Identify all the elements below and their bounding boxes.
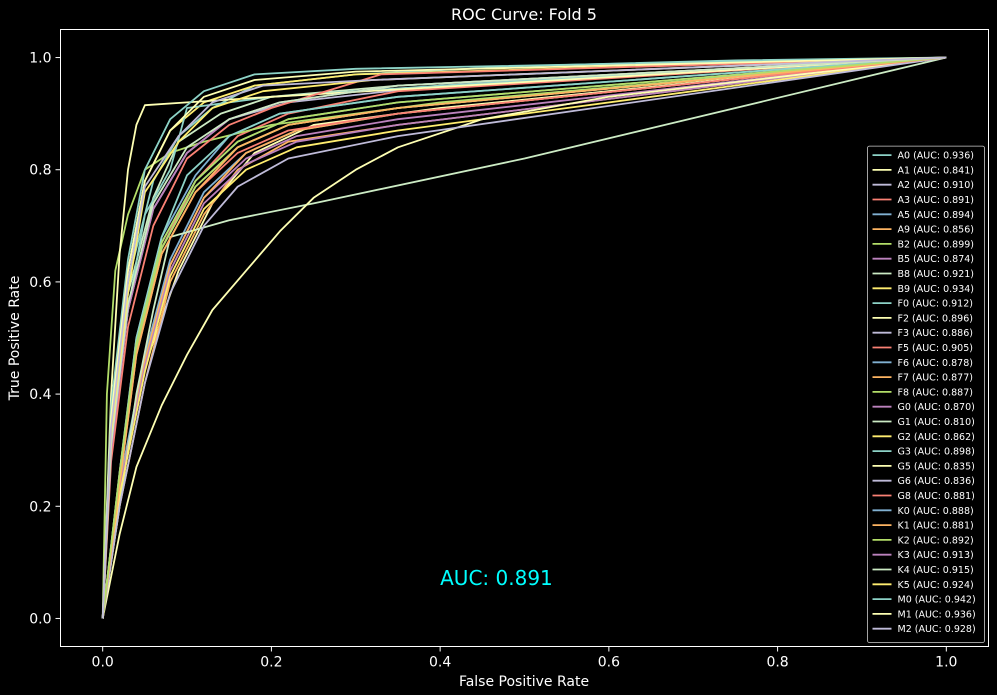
legend-entry: B5 (AUC: 0.874) bbox=[898, 254, 975, 265]
series-line bbox=[101, 56, 947, 619]
legend-entry: K2 (AUC: 0.892) bbox=[898, 535, 974, 546]
series-line bbox=[101, 56, 947, 619]
x-tick-label: 0.0 bbox=[92, 655, 114, 671]
series-line bbox=[101, 56, 947, 619]
legend-entry: M0 (AUC: 0.942) bbox=[898, 595, 976, 606]
legend-entry: M2 (AUC: 0.928) bbox=[898, 624, 976, 635]
legend-entry: F3 (AUC: 0.886) bbox=[898, 328, 973, 339]
legend-entry: B9 (AUC: 0.934) bbox=[898, 284, 975, 295]
series-line bbox=[101, 56, 947, 619]
axis-ticks: 0.0 0.2 0.4 0.6 0.8 1.0 0.0 0.2 0.4 0.6 0.8 1.0 bbox=[29, 51, 957, 671]
x-tick-label: 0.2 bbox=[260, 655, 282, 671]
series-line bbox=[101, 56, 947, 619]
y-tick-label: 0.6 bbox=[29, 275, 51, 291]
legend: A0 (AUC: 0.936) A1 (AUC: 0.841) A2 (AUC: 0… bbox=[867, 145, 985, 643]
legend-entry: K1 (AUC: 0.881) bbox=[898, 521, 974, 532]
legend-entry: K3 (AUC: 0.913) bbox=[898, 550, 974, 561]
series-line bbox=[101, 56, 947, 619]
legend-entry: G1 (AUC: 0.810) bbox=[898, 417, 975, 428]
y-axis-label: True Positive Rate bbox=[7, 276, 23, 402]
legend-entry: A3 (AUC: 0.891) bbox=[898, 195, 974, 206]
legend-entry: K0 (AUC: 0.888) bbox=[898, 506, 974, 517]
x-axis-label: False Positive Rate bbox=[459, 674, 589, 690]
legend-entry: F8 (AUC: 0.887) bbox=[898, 387, 973, 398]
legend-entry: A9 (AUC: 0.856) bbox=[898, 225, 974, 236]
legend-entry: F2 (AUC: 0.896) bbox=[898, 313, 973, 324]
x-tick-label: 0.8 bbox=[766, 655, 788, 671]
legend-entry: K5 (AUC: 0.924) bbox=[898, 580, 974, 591]
legend-entry: G2 (AUC: 0.862) bbox=[898, 432, 975, 443]
legend-entry: G8 (AUC: 0.881) bbox=[898, 491, 975, 502]
legend-entry: A5 (AUC: 0.894) bbox=[898, 210, 974, 221]
legend-entry: F7 (AUC: 0.877) bbox=[898, 373, 973, 384]
series-line bbox=[101, 56, 947, 619]
x-tick-label: 0.4 bbox=[429, 655, 451, 671]
plot-frame bbox=[60, 29, 989, 647]
y-tick-label: 0.2 bbox=[29, 499, 51, 515]
legend-entry: K4 (AUC: 0.915) bbox=[898, 565, 974, 576]
legend-entry: G5 (AUC: 0.835) bbox=[898, 461, 975, 472]
legend-entry: G3 (AUC: 0.898) bbox=[898, 447, 975, 458]
legend-entry: F0 (AUC: 0.912) bbox=[898, 299, 973, 310]
x-tick-label: 1.0 bbox=[935, 655, 957, 671]
legend-entry: F6 (AUC: 0.878) bbox=[898, 358, 973, 369]
series-line bbox=[101, 56, 947, 619]
y-tick-label: 1.0 bbox=[29, 51, 51, 67]
legend-entry: B8 (AUC: 0.921) bbox=[898, 269, 975, 280]
legend-entry: M1 (AUC: 0.936) bbox=[898, 609, 976, 620]
x-tick-label: 0.6 bbox=[598, 655, 620, 671]
legend-entry: G6 (AUC: 0.836) bbox=[898, 476, 975, 487]
y-tick-label: 0.4 bbox=[29, 387, 51, 403]
legend-entry: A1 (AUC: 0.841) bbox=[898, 165, 974, 176]
legend-frame bbox=[867, 145, 985, 643]
plot-area bbox=[101, 56, 947, 619]
y-tick-label: 0.8 bbox=[29, 163, 51, 179]
legend-entry: F5 (AUC: 0.905) bbox=[898, 343, 973, 354]
series-line bbox=[101, 56, 947, 619]
auc-annotation: AUC: 0.891 bbox=[440, 566, 553, 590]
series-line bbox=[101, 56, 947, 619]
legend-entry: B2 (AUC: 0.899) bbox=[898, 239, 975, 250]
chart-title: ROC Curve: Fold 5 bbox=[451, 5, 597, 24]
legend-entry: G0 (AUC: 0.870) bbox=[898, 402, 975, 413]
legend-entry: A0 (AUC: 0.936) bbox=[898, 151, 974, 162]
legend-entry: A2 (AUC: 0.910) bbox=[898, 180, 974, 191]
y-tick-label: 0.0 bbox=[29, 611, 51, 627]
